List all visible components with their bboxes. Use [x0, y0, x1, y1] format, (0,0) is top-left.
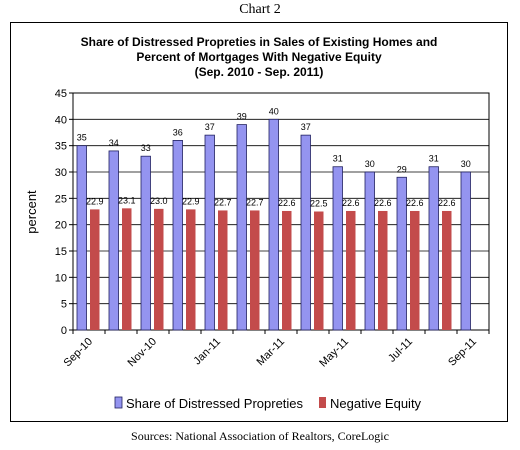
y-tick-label: 10: [55, 272, 67, 284]
plot-background: [72, 92, 490, 331]
bar-negative-equity: [250, 210, 260, 330]
bar-distressed: [204, 134, 215, 331]
bar-negative-equity: [122, 208, 132, 330]
x-tick-label: Jul-11: [386, 336, 415, 365]
bar-negative-equity: [154, 208, 164, 330]
bar-negative-equity: [346, 210, 356, 330]
chart: Share of Distressed Propreties in Sales …: [24, 35, 490, 411]
data-label-distressed: 33: [141, 143, 151, 153]
chart-title-line-2: Percent of Mortgages With Negative Equit…: [136, 50, 382, 64]
data-label-negative-equity: 23.0: [150, 196, 168, 206]
y-tick-label: 20: [55, 220, 67, 232]
bar-distressed: [268, 118, 279, 331]
bar-negative-equity: [218, 210, 228, 330]
bar-negative-equity: [442, 210, 452, 330]
data-label-distressed: 35: [77, 133, 87, 143]
chart-title: Share of Distressed Propreties in Sales …: [81, 35, 438, 79]
data-label-negative-equity: 22.7: [214, 197, 232, 207]
y-tick-label: 25: [55, 193, 67, 205]
bar-distressed: [396, 176, 407, 331]
data-label-distressed: 31: [333, 154, 343, 164]
bar-distressed: [332, 166, 343, 331]
chart-frame: Share of Distressed Propreties in Sales …: [10, 22, 508, 422]
bar-distressed: [172, 140, 183, 331]
legend: Share of Distressed Propreties Negative …: [114, 396, 422, 411]
bar-distressed: [236, 124, 247, 331]
x-tick-label: Sep-11: [446, 336, 479, 369]
y-tick-label: 40: [55, 114, 67, 126]
data-label-negative-equity: 23.1: [118, 195, 136, 205]
data-label-distressed: 29: [397, 164, 407, 174]
bar-negative-equity: [282, 210, 292, 330]
data-label-distressed: 40: [269, 106, 279, 116]
bar-distressed: [140, 155, 151, 331]
data-label-negative-equity: 22.5: [310, 199, 328, 209]
data-label-distressed: 30: [461, 159, 471, 169]
data-label-negative-equity: 22.6: [374, 198, 392, 208]
chart-heading: Chart 2: [239, 2, 281, 17]
data-label-distressed: 30: [365, 159, 375, 169]
x-tick-label: Sep-10: [62, 336, 96, 370]
x-tick-label: May-11: [317, 336, 351, 370]
y-tick-label: 45: [55, 88, 67, 100]
data-label-negative-equity: 22.9: [86, 196, 104, 206]
data-label-distressed: 39: [237, 112, 247, 122]
bar-negative-equity: [90, 209, 100, 330]
data-label-distressed: 34: [109, 138, 119, 148]
bar-distressed: [76, 145, 87, 331]
x-tick-label: Jan-11: [191, 336, 223, 368]
data-label-negative-equity: 22.6: [278, 198, 296, 208]
data-label-negative-equity: 22.7: [246, 197, 264, 207]
y-tick-label: 5: [61, 299, 67, 311]
data-label-negative-equity: 22.6: [406, 198, 424, 208]
legend-swatch-distressed: [114, 396, 123, 409]
data-label-negative-equity: 22.6: [438, 198, 456, 208]
sources-note: Sources: National Association of Realtor…: [131, 429, 389, 443]
bar-negative-equity: [378, 210, 388, 330]
x-tick-label: Nov-10: [126, 336, 160, 370]
bar-distressed: [364, 171, 375, 331]
x-tick-label: Mar-11: [255, 336, 288, 369]
y-tick-label: 30: [55, 167, 67, 179]
legend-label-distressed: Share of Distressed Propreties: [126, 396, 304, 411]
bar-distressed: [300, 134, 311, 331]
data-label-distressed: 31: [429, 154, 439, 164]
data-label-distressed: 37: [205, 122, 215, 132]
y-axis-label: percent: [24, 190, 39, 234]
bar-distressed: [428, 166, 439, 331]
bar-distressed: [460, 171, 471, 331]
bar-distressed: [108, 150, 119, 331]
y-tick-label: 0: [61, 325, 67, 337]
chart-title-line-1: Share of Distressed Propreties in Sales …: [81, 35, 438, 49]
bar-negative-equity: [410, 210, 420, 330]
legend-label-negative-equity: Negative Equity: [330, 396, 422, 411]
y-tick-label: 15: [55, 246, 67, 258]
data-label-negative-equity: 22.9: [182, 196, 200, 206]
data-label-distressed: 37: [301, 122, 311, 132]
data-label-distressed: 36: [173, 127, 183, 137]
plot-area: 0 5 10 15 20 25 30 35 40 45 35 22.9 Sep-10 34 23.1 33 23…: [55, 88, 490, 370]
y-tick-label: 35: [55, 141, 67, 153]
legend-swatch-negative-equity: [319, 397, 326, 408]
bar-negative-equity: [314, 211, 324, 330]
chart-title-line-3: (Sep. 2010 - Sep. 2011): [195, 65, 324, 79]
data-label-negative-equity: 22.6: [342, 198, 360, 208]
bar-negative-equity: [186, 209, 196, 330]
